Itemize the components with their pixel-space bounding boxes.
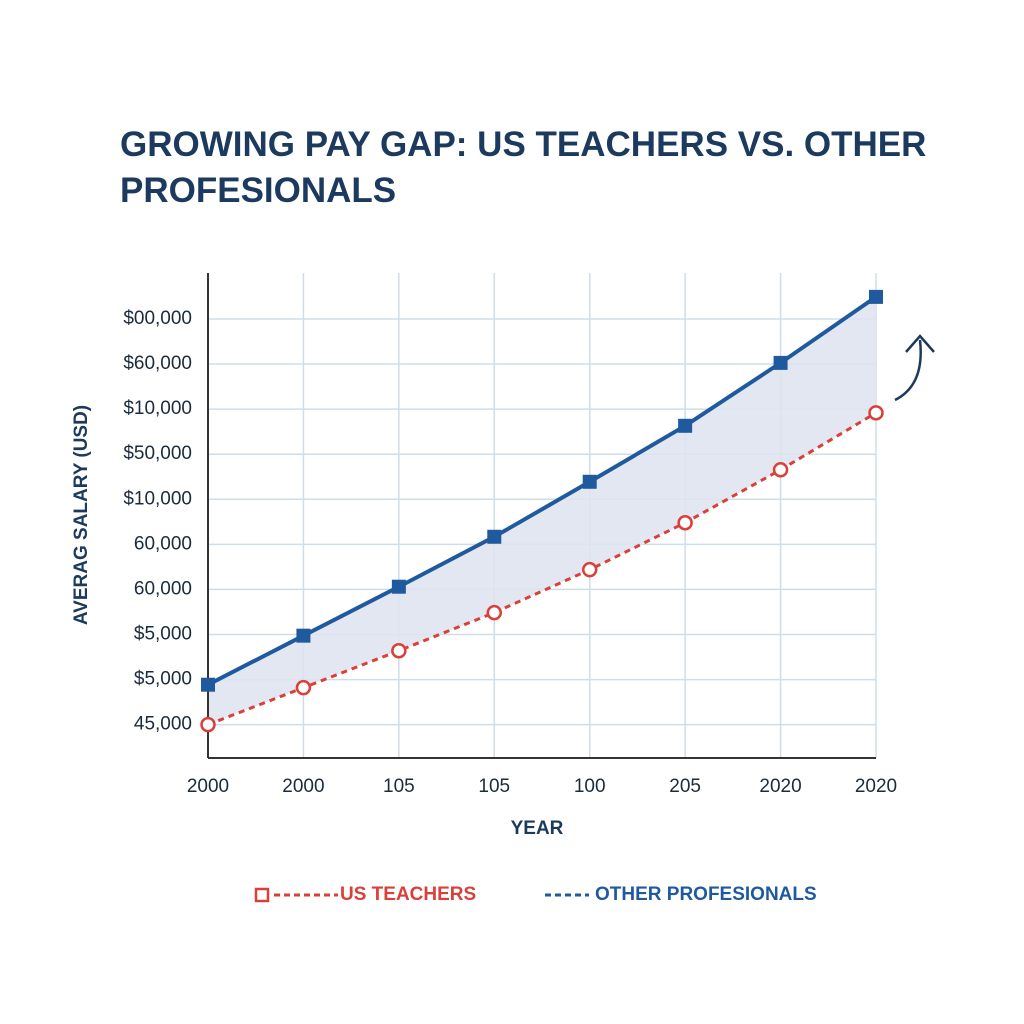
x-tick-label: 105 bbox=[478, 776, 510, 797]
legend-marker bbox=[254, 887, 270, 903]
point bbox=[200, 716, 216, 733]
point bbox=[296, 628, 311, 643]
y-tick-label: $10,000 bbox=[123, 488, 192, 509]
point bbox=[678, 418, 693, 433]
legend-label: US TEACHERS bbox=[340, 884, 476, 905]
y-tick-label: $00,000 bbox=[123, 308, 192, 329]
x-tick-label: 2000 bbox=[187, 776, 229, 797]
point bbox=[772, 462, 789, 478]
y-tick-label: 45,000 bbox=[134, 714, 192, 735]
y-tick-label: 60,000 bbox=[134, 578, 192, 599]
point bbox=[581, 561, 598, 578]
y-tick-label: $5,000 bbox=[134, 669, 192, 690]
y-axis-label: AVERAG SALARY (USD) bbox=[71, 405, 92, 625]
y-tick-label: 60,000 bbox=[134, 533, 192, 554]
x-tick-label: 2000 bbox=[282, 776, 324, 797]
chart-title: GROWING PAY GAP: US TEACHERS VS. OTHER P… bbox=[120, 125, 927, 210]
trend-arrow-head bbox=[905, 334, 935, 353]
x-tick-label: 105 bbox=[383, 776, 415, 797]
x-tick-label: 2020 bbox=[855, 776, 897, 797]
point bbox=[487, 529, 502, 544]
point bbox=[869, 289, 883, 304]
point bbox=[486, 604, 503, 621]
y-tick-label: $10,000 bbox=[123, 398, 192, 419]
point bbox=[868, 405, 884, 421]
point bbox=[582, 474, 597, 489]
legend-label: OTHER PROFESIONALS bbox=[595, 884, 817, 905]
trend-arrow bbox=[894, 339, 922, 402]
x-tick-label: 205 bbox=[669, 776, 701, 797]
y-tick-label: $5,000 bbox=[134, 624, 192, 645]
y-tick-label: $50,000 bbox=[123, 443, 192, 464]
x-tick-label: 2020 bbox=[759, 776, 801, 797]
point bbox=[295, 679, 312, 696]
point bbox=[677, 514, 693, 531]
x-tick-label: 100 bbox=[574, 776, 606, 797]
x-axis-label: YEAR bbox=[511, 818, 564, 839]
series-line bbox=[207, 295, 878, 687]
y-tick-label: $60,000 bbox=[123, 353, 192, 374]
point bbox=[391, 642, 407, 659]
point bbox=[201, 677, 215, 692]
series-line bbox=[207, 411, 877, 727]
point bbox=[773, 355, 788, 370]
point bbox=[391, 579, 406, 594]
